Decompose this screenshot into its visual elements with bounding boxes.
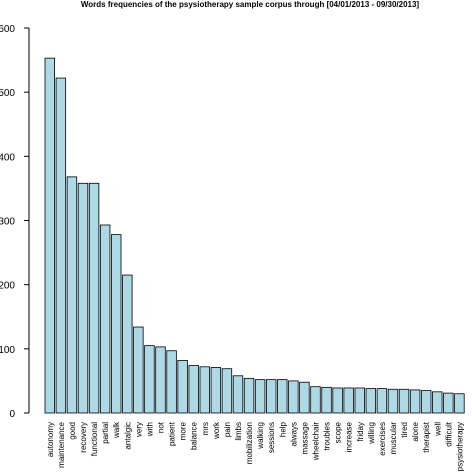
x-tick-label: autonomy <box>46 422 55 457</box>
y-tick-label: 500 <box>0 88 15 99</box>
x-tick-label: help <box>278 421 287 437</box>
x-tick-label: sessions <box>267 422 276 453</box>
x-tick-label: balance <box>190 421 199 450</box>
x-tick-label: limbs <box>234 422 243 441</box>
bar-exercises <box>376 388 388 414</box>
bar-sessions <box>265 379 277 414</box>
x-tick-label: very <box>134 422 143 437</box>
x-tick-label: recovery <box>79 422 88 453</box>
x-tick-label: walking <box>256 422 265 450</box>
y-tick-label: 100 <box>0 345 15 356</box>
x-tick-label: massage <box>300 421 309 454</box>
x-tick-label: antalgic <box>123 422 132 450</box>
x-tick-label: muscular <box>389 422 398 455</box>
x-tick-label: psysiotherapy <box>455 422 464 471</box>
x-tick-label: good <box>68 422 77 440</box>
bar-tired <box>398 388 410 414</box>
bar-increase <box>343 387 354 414</box>
bar-limbs <box>232 375 244 414</box>
x-tick-label: walk <box>112 421 121 439</box>
bar-therapist <box>420 390 432 414</box>
x-tick-label: scope <box>334 421 343 443</box>
y-tick-label: 300 <box>0 217 15 228</box>
bar-functional <box>88 182 100 414</box>
bar-good <box>66 176 78 414</box>
y-axis: 0 100 200 300 400 500 600 <box>0 24 30 420</box>
bar-mrs <box>199 366 210 414</box>
y-tick-label: 200 <box>0 281 15 292</box>
x-tick-label: functional <box>90 422 99 456</box>
bar-work <box>210 367 222 414</box>
bar-well <box>432 391 443 414</box>
x-tick-label: maintenance <box>57 421 66 467</box>
y-tick-label: 0 <box>9 409 15 420</box>
bar-more <box>177 359 188 414</box>
chart-title: Words frequencies of the psysiotherapy s… <box>81 0 420 9</box>
x-tick-label: well <box>433 422 442 437</box>
bar-maintenance <box>55 77 67 414</box>
x-tick-label: pain <box>223 422 232 437</box>
bar-scope <box>332 387 343 414</box>
bar-pain <box>221 368 233 414</box>
bar-walking <box>254 379 266 414</box>
x-tick-label: with <box>145 422 154 437</box>
bar-always <box>288 380 299 414</box>
x-tick-label: more <box>179 421 188 440</box>
bar-troubles <box>321 386 332 414</box>
x-tick-label: mrs <box>201 422 210 435</box>
x-tick-label: work <box>212 421 221 440</box>
bar-walk <box>111 234 122 414</box>
bar-mobilization <box>243 377 255 414</box>
bar-difficult <box>443 392 454 414</box>
bar-wheelchair <box>310 386 321 414</box>
x-tick-label: tired <box>400 422 409 438</box>
x-tick-label: partial <box>101 422 110 444</box>
x-tick-label: wheelchair <box>311 422 320 462</box>
bar-patient <box>166 350 177 414</box>
bar-balance <box>188 365 199 414</box>
x-tick-label: exercises <box>378 422 387 456</box>
bar-alone <box>409 389 421 414</box>
bar-autonomy <box>44 57 56 414</box>
bar-very <box>133 326 144 414</box>
x-tick-label: alone <box>411 421 420 441</box>
x-tick-label: troubles <box>323 422 332 450</box>
bar-recovery <box>77 182 89 414</box>
x-tick-label: always <box>289 422 298 446</box>
x-tick-label: difficult <box>444 421 453 447</box>
x-tick-label: friday <box>356 422 365 442</box>
x-tick-label: therapist <box>422 421 431 452</box>
x-tick-label: not <box>157 421 166 433</box>
bar-massage <box>299 381 310 414</box>
bars <box>44 57 465 414</box>
x-tick-label: mobilization <box>245 422 254 464</box>
bar-partial <box>99 224 111 414</box>
bar-willing <box>365 388 377 414</box>
y-tick-label: 600 <box>0 24 15 35</box>
x-tick-label: willing <box>367 422 376 445</box>
bar-help <box>277 379 288 414</box>
bar-muscular <box>387 388 399 414</box>
bar-with <box>144 345 155 414</box>
x-tick-label: increase <box>345 421 354 452</box>
bar-psysiotherapy <box>454 393 465 414</box>
x-tick-label: patient <box>168 421 177 446</box>
x-labels: autonomy maintenance good recovery functiona… <box>46 421 465 471</box>
y-tick-label: 400 <box>0 152 15 163</box>
bar-not <box>155 346 166 414</box>
bar-antalgic <box>122 274 133 414</box>
bar-friday <box>354 387 365 414</box>
